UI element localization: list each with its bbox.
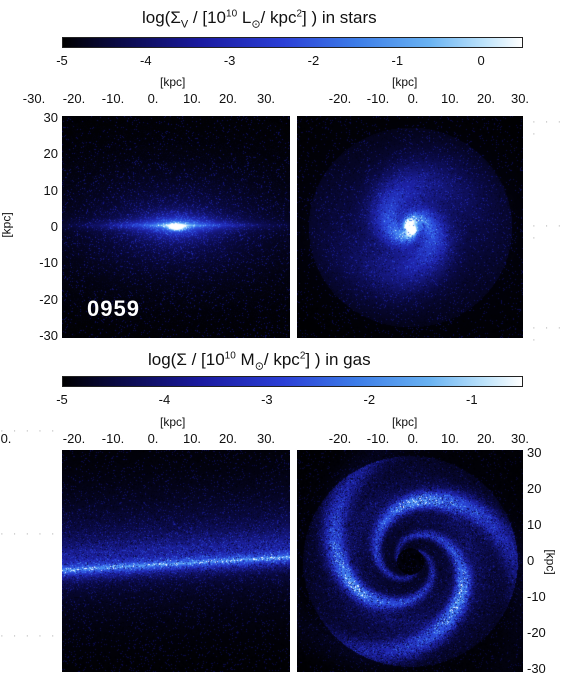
dotted-leader: · · · · · — [0, 630, 58, 642]
x-tick: -10. — [101, 431, 125, 446]
stars-right-xaxis-unit: [kpc] — [392, 75, 418, 89]
x-tick: 30. — [510, 431, 530, 446]
y-tick: 0 — [50, 219, 58, 234]
x-tick: 10. — [182, 431, 202, 446]
gas-colorbar-tick: -1 — [465, 392, 478, 407]
x-tick: 0. — [147, 91, 159, 106]
y-tick: 30 — [527, 445, 542, 460]
dotted-leader: · · · · · — [0, 528, 58, 540]
y-tick: -10 — [39, 255, 58, 271]
x-tick: -20. — [62, 91, 86, 106]
gas-edge-on-panel — [62, 450, 290, 672]
stars-left-xaxis-unit: [kpc] — [160, 75, 186, 89]
dotted-leader: · · · · — [532, 116, 565, 140]
x-tick: 0. — [407, 431, 419, 446]
gas-colorbar-tick: -3 — [261, 392, 273, 407]
dotted-leader: · · · · · — [0, 425, 58, 437]
x-tick: 10. — [440, 431, 460, 446]
stars-colorbar-tick: -3 — [223, 53, 236, 68]
x-tick: -10. — [366, 91, 390, 106]
dotted-leader: · · · · — [532, 322, 565, 346]
x-tick: 20. — [218, 431, 238, 446]
gas-left-xaxis-unit: [kpc] — [160, 415, 186, 429]
y-tick: -30 — [39, 328, 58, 343]
y-tick: -10 — [527, 589, 546, 604]
gas-colorbar-tick: -5 — [56, 392, 68, 407]
gas-face-on-panel — [297, 450, 523, 672]
stars-colorbar-title: log(ΣV / [1010 L⊙/ kpc2] ) in stars — [142, 8, 377, 31]
x-tick: 20. — [218, 91, 238, 106]
y-tick: 20 — [43, 146, 58, 162]
x-tick: 30. — [256, 431, 276, 446]
stars-colorbar-tick: -1 — [391, 53, 404, 68]
y-tick: -20 — [527, 625, 546, 640]
y-tick: 10 — [527, 517, 542, 532]
stars-face-on-image — [297, 116, 523, 338]
x-tick: -20. — [62, 431, 86, 446]
x-tick: 0. — [147, 431, 159, 446]
y-tick: -30 — [527, 661, 546, 676]
stars-colorbar — [62, 37, 523, 48]
dotted-leader: · · · · — [532, 220, 565, 244]
gas-colorbar — [62, 376, 523, 387]
x-tick: 0. — [407, 91, 419, 106]
x-tick: 30. — [510, 91, 530, 106]
x-tick: 30. — [256, 91, 276, 106]
y-tick: 0 — [527, 553, 535, 568]
stars-face-on-panel — [297, 116, 523, 338]
y-tick: 10 — [43, 182, 58, 198]
x-tick: -30. — [22, 91, 46, 106]
stars-colorbar-tick: -4 — [140, 53, 152, 68]
x-tick: 20. — [476, 431, 496, 446]
x-tick: -10. — [366, 431, 390, 446]
x-tick: 10. — [182, 91, 202, 106]
stars-yaxis-unit: [kpc] — [0, 212, 14, 238]
x-tick: 10. — [440, 91, 460, 106]
x-tick: -10. — [101, 91, 125, 106]
stars-edge-on-image — [62, 116, 290, 338]
stars-colorbar-tick: 0 — [477, 53, 485, 68]
gas-colorbar-title: log(Σ / [1010 M⊙/ kpc2] ) in gas — [148, 350, 371, 373]
stars-colorbar-tick: -2 — [307, 53, 320, 68]
gas-right-xaxis-unit: [kpc] — [392, 415, 418, 429]
galaxy-id-label: 0959 — [87, 296, 140, 321]
y-tick: -20 — [39, 291, 58, 307]
y-tick: 30 — [43, 110, 58, 125]
gas-colorbar-tick: -2 — [363, 392, 376, 407]
gas-colorbar-tick: -4 — [158, 392, 171, 407]
gas-face-on-image — [297, 450, 523, 672]
x-tick: 0. — [0, 431, 12, 446]
x-tick: -20. — [328, 431, 352, 446]
y-tick: 20 — [527, 481, 542, 496]
stars-edge-on-panel: 0959 — [62, 116, 290, 338]
gas-yaxis-unit: [kpc] — [543, 549, 558, 575]
stars-colorbar-tick: -5 — [56, 53, 68, 68]
x-tick: -20. — [328, 91, 352, 106]
gas-edge-on-image — [62, 450, 290, 672]
x-tick: 20. — [476, 91, 496, 106]
